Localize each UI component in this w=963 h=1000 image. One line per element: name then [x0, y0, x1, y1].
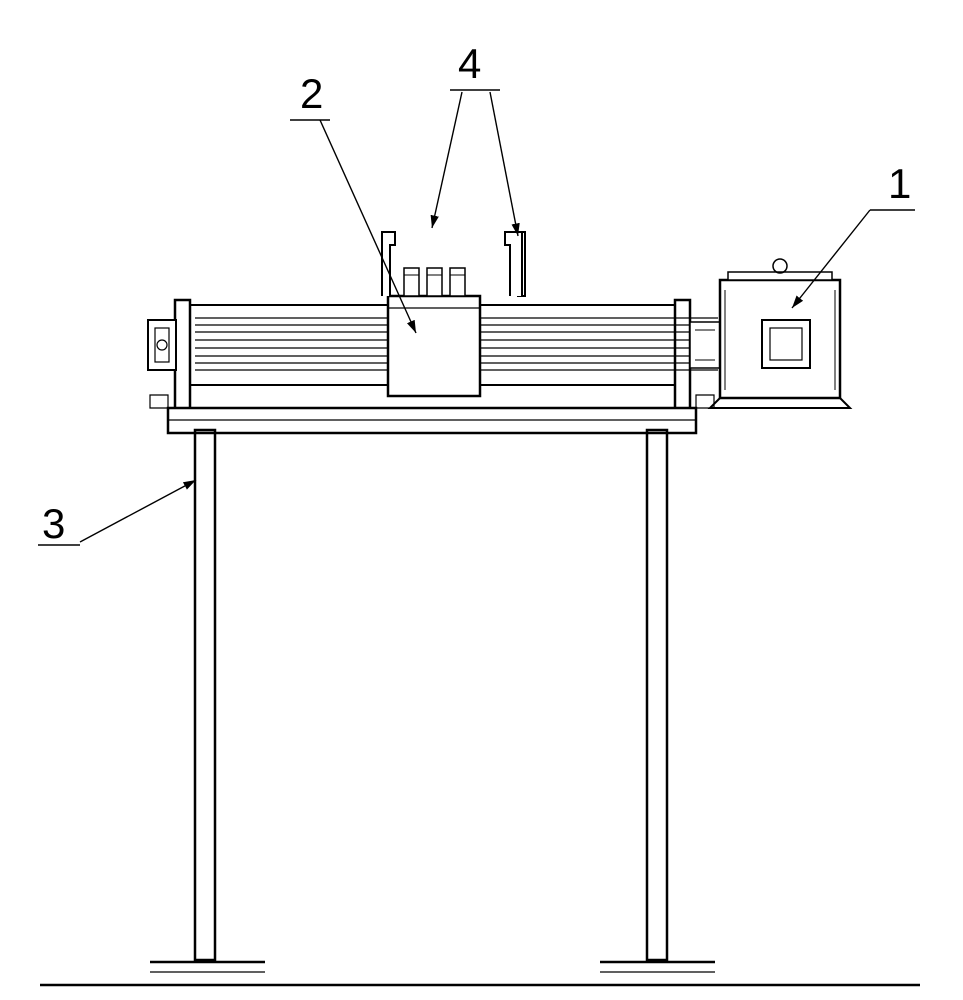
leader-4a — [432, 92, 462, 228]
leader-2 — [320, 120, 416, 333]
diagram-svg — [0, 0, 963, 1000]
label-3: 3 — [42, 500, 65, 548]
label-2: 2 — [300, 70, 323, 118]
left-end-cap — [148, 320, 176, 370]
left-leg — [195, 430, 215, 960]
motor — [710, 259, 850, 408]
stand-group — [150, 408, 715, 972]
technical-diagram: 1 2 3 4 — [0, 0, 963, 1000]
leader-3 — [80, 480, 196, 542]
label-4: 4 — [458, 40, 481, 88]
carriage — [388, 268, 480, 396]
label-1: 1 — [888, 160, 911, 208]
right-leg — [647, 430, 667, 960]
bracket-4-right — [505, 232, 522, 296]
leader-4b — [490, 92, 518, 236]
right-coupling — [690, 322, 720, 368]
